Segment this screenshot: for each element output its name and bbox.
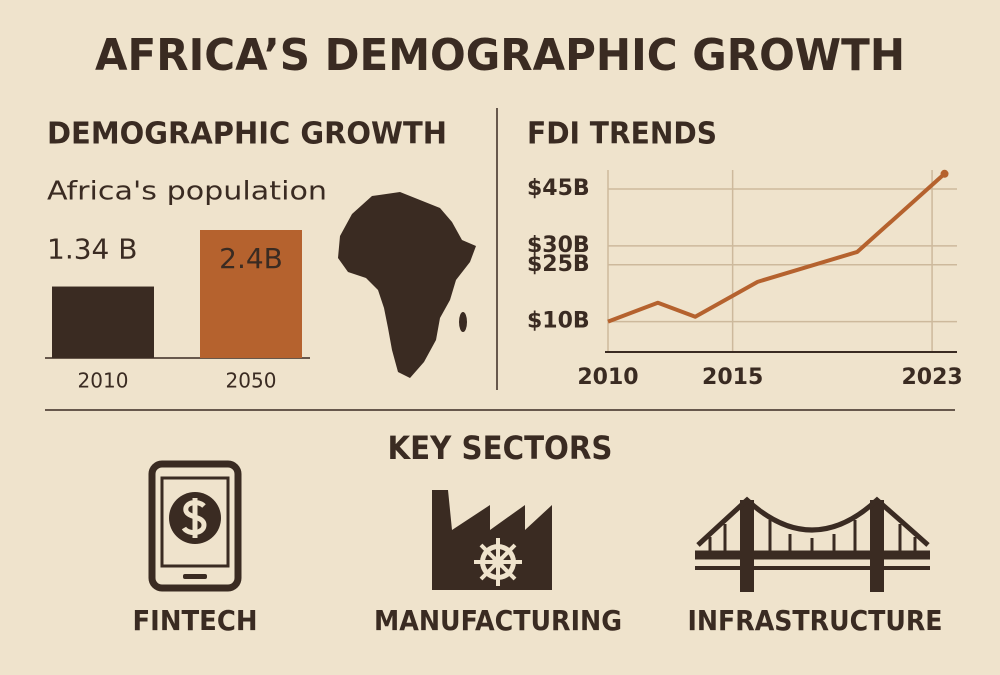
sector-label: MANUFACTURING: [374, 604, 622, 637]
madagascar: [459, 312, 467, 332]
x-tick-label: 2010: [78, 369, 129, 393]
bar: [52, 286, 154, 358]
x-tick-label: 2010: [577, 365, 638, 390]
chart-title: DEMOGRAPHIC GROWTH: [47, 117, 447, 152]
value-label: 2.4B: [219, 242, 283, 275]
chart-subtitle: Africa's population: [47, 177, 327, 207]
sector-label: INFRASTRUCTURE: [688, 604, 943, 637]
section-title: KEY SECTORS: [388, 429, 613, 467]
x-tick-label: 2015: [702, 365, 763, 390]
x-tick-label: 2023: [901, 365, 962, 390]
y-tick-label: $30B: [527, 233, 590, 258]
y-tick-label: $25B: [527, 252, 590, 277]
bar: [200, 230, 302, 358]
y-tick-label: $10B: [527, 309, 590, 334]
main-title: AFRICA’S DEMOGRAPHIC GROWTH: [95, 30, 905, 81]
chart-title: FDI TRENDS: [527, 117, 717, 152]
africa-map: [338, 192, 476, 378]
fdi-line: [607, 172, 946, 324]
infrastructure-icon: [695, 496, 930, 592]
fintech-icon: [148, 460, 242, 592]
x-tick-label: 2050: [226, 369, 277, 393]
sector-label: FINTECH: [133, 604, 258, 637]
y-tick-label: $45B: [527, 176, 590, 201]
end-point: [940, 169, 949, 178]
manufacturing-icon: [432, 490, 552, 590]
value-label: 1.34 B: [47, 233, 137, 266]
